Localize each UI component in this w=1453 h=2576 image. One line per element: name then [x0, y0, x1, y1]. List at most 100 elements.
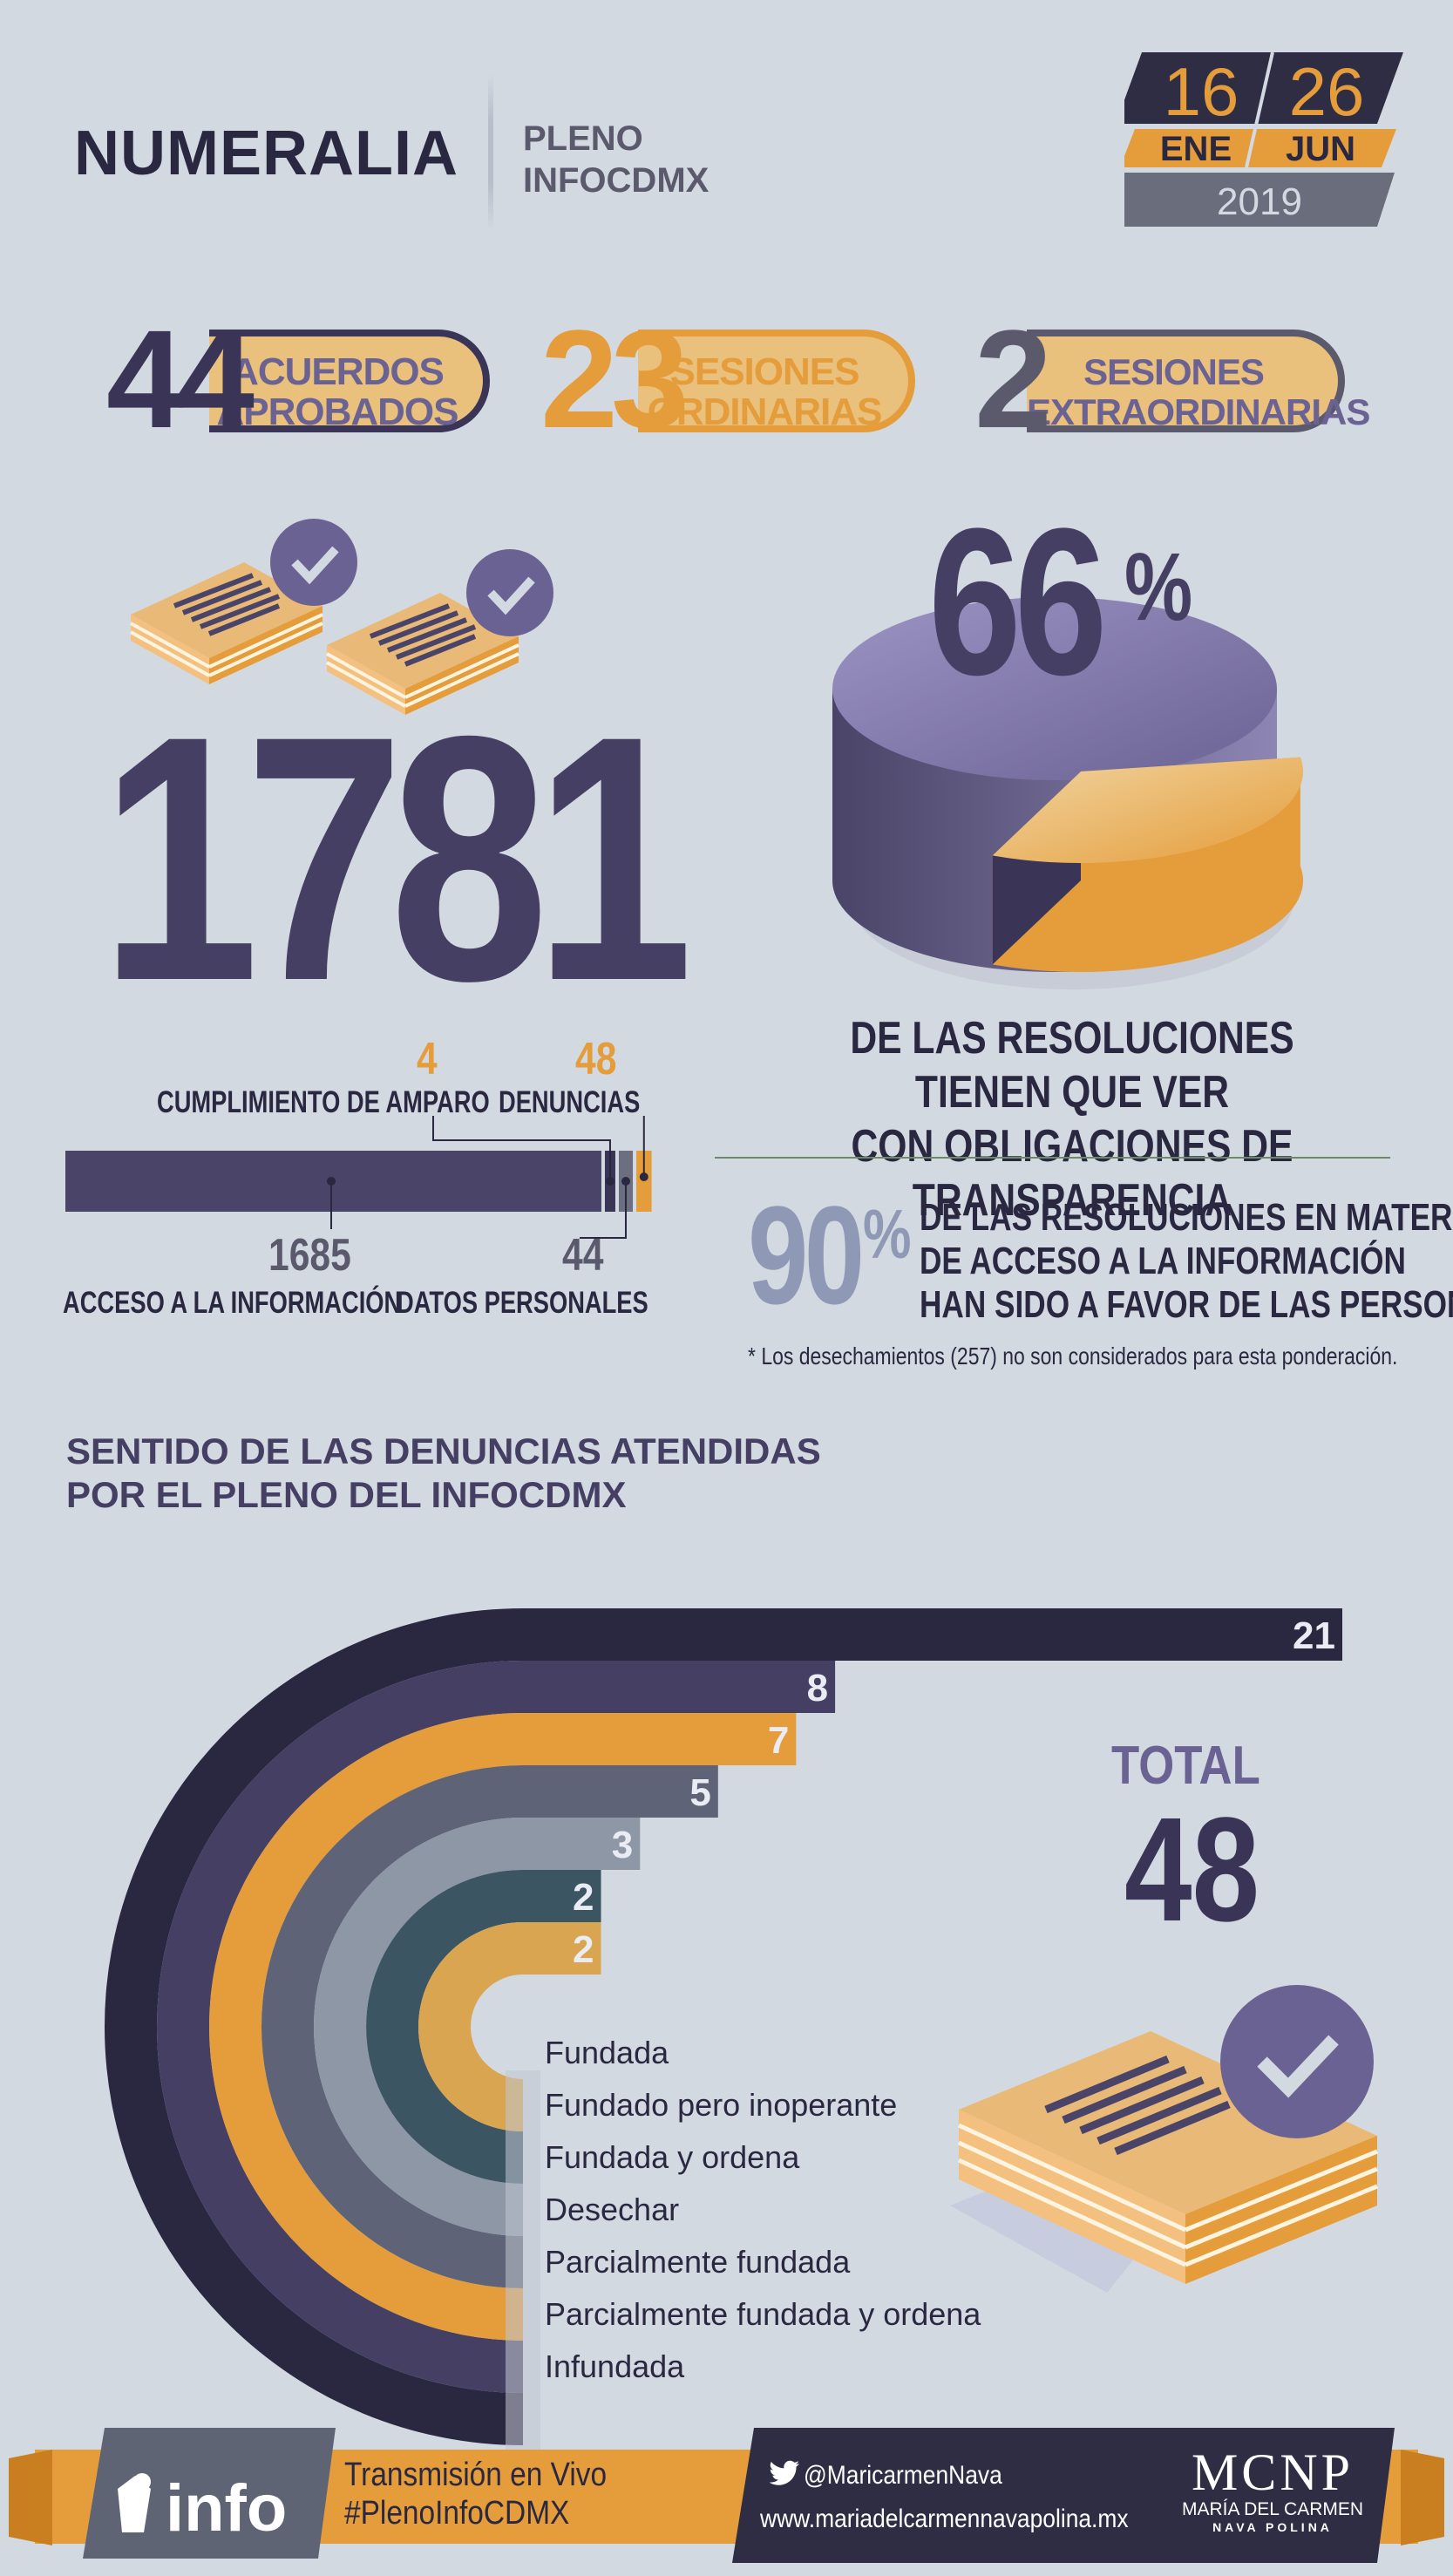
legend-item: Fundada y ordena	[545, 2139, 800, 2175]
leader-dot-1	[639, 1172, 648, 1181]
pie-slice-transparencia-top	[832, 597, 1277, 780]
footer-contact-panel	[732, 2428, 1395, 2563]
bar-5	[522, 1661, 836, 1713]
document-stack-icon	[130, 519, 357, 684]
denuncias-value: 48	[575, 1034, 617, 1084]
arc-series-6: 21	[105, 1608, 1342, 2445]
arc-band-0	[418, 1922, 523, 2131]
resolutions-bar-chart	[65, 1116, 652, 1239]
date-month-start: ENE	[1160, 130, 1232, 168]
resolutions-total: 1781	[100, 663, 693, 1053]
arc-series-2: 3	[314, 1818, 641, 2236]
live-stream-text[interactable]: Transmisión en Vivo #PlenoInfoCDMX	[344, 2457, 608, 2532]
cumplimiento-label: CUMPLIMIENTO DE AMPARO	[157, 1085, 490, 1119]
denuncias-legend: Fundada Fundado pero inoperante Fundada y …	[545, 2027, 981, 2393]
acceso-label: ACCESO A LA INFORMACIÓN	[63, 1286, 402, 1320]
date-month-end: JUN	[1286, 130, 1355, 168]
legend-item: Fundada	[545, 2035, 669, 2070]
mcnp-monogram: MCNP	[1191, 2443, 1355, 2501]
info-logo-text: info	[166, 2471, 287, 2545]
section-divider	[715, 1157, 1390, 1159]
datos-label: DATOS PERSONALES	[397, 1286, 648, 1320]
bar-value-label-0: 2	[573, 1928, 594, 1971]
favor-footnote: * Los desechamientos (257) no son consid…	[748, 1342, 1398, 1370]
leader-cumplimiento	[432, 1116, 611, 1181]
twitter-handle[interactable]: @MaricarmenNava	[804, 2461, 1002, 2490]
stat-value: 2	[974, 301, 1052, 457]
denuncias-label: DENUNCIAS	[499, 1085, 641, 1119]
arc-band-1	[366, 1870, 523, 2184]
cumplimiento-value: 4	[417, 1034, 438, 1084]
favor-percent: 90	[748, 1177, 865, 1333]
twitter-icon[interactable]	[769, 2460, 800, 2486]
arc-band-4	[209, 1713, 523, 2341]
arc-series-5: 8	[157, 1661, 836, 2393]
transparencia-text: DE LAS RESOLUCIONES TIENEN QUE VER CON O…	[850, 1013, 1294, 1226]
subtitle-line1: PLENO	[523, 119, 643, 158]
legend-item: Parcialmente fundada y ordena	[545, 2296, 981, 2332]
datos-value: 44	[562, 1230, 604, 1281]
stat-value: 44	[106, 301, 255, 457]
documents-approved-icon	[130, 519, 553, 715]
arc-band-3	[261, 1765, 523, 2288]
transparencia-pie-chart	[832, 597, 1303, 989]
bar-value-label-4: 7	[768, 1719, 789, 1762]
brand-line1: MARÍA DEL CARMEN	[1181, 2499, 1364, 2519]
leader-lines	[330, 1116, 645, 1239]
transparencia-percent-sign: %	[1124, 534, 1193, 641]
total-value: 48	[1124, 1787, 1260, 1953]
bar-3	[522, 1765, 718, 1818]
arc-band-5	[157, 1661, 523, 2393]
document-stack-icon	[326, 549, 553, 715]
subtitle-line2: INFOCDMX	[523, 161, 710, 200]
arc-band-6	[105, 1608, 523, 2445]
legend-item: Fundado pero inoperante	[545, 2087, 898, 2123]
stat-pill: ACUERDOS APROBADOS	[209, 330, 490, 432]
bar-value-label-5: 8	[807, 1667, 828, 1709]
arc-series-4: 7	[209, 1713, 797, 2341]
arc-series-3: 5	[261, 1765, 718, 2288]
mcnp-logo: MCNP MARÍA DEL CARMEN NAVA POLINA	[1168, 2445, 1377, 2534]
bar-1	[522, 1870, 601, 1922]
footer-ribbon-ends	[9, 2450, 1444, 2545]
date-badge: 16 26 ENE JUN 2019	[1124, 52, 1403, 227]
favor-percent-sign: %	[863, 1195, 912, 1273]
denuncias-section-title: SENTIDO DE LAS DENUNCIAS ATENDIDAS POR E…	[66, 1431, 821, 1515]
page-subtitle: PLENO INFOCDMX	[523, 118, 709, 201]
bar-6	[522, 1608, 1342, 1661]
arc-series-0: 2	[418, 1922, 601, 2131]
stat-label: ACUERDOS APROBADOS	[216, 350, 458, 433]
leader-dot-3	[621, 1177, 630, 1186]
bar-value-label-3: 5	[689, 1771, 710, 1814]
arc-series-1: 2	[366, 1870, 601, 2184]
transparencia-percent: 66	[928, 485, 1108, 718]
leader-dot-2	[327, 1177, 336, 1186]
stat-pill: SESIONES EXTRAORDINARIAS	[1027, 330, 1370, 432]
favor-text: DE LAS RESOLUCIONES EN MATERIA DE ACCESO…	[920, 1196, 1453, 1326]
website-link[interactable]: www.mariadelcarmennavapolina.mx	[760, 2505, 1129, 2533]
leader-datos	[580, 1181, 627, 1239]
bar-value-label-2: 3	[612, 1824, 633, 1866]
stat-label: SESIONES EXTRAORDINARIAS	[1027, 351, 1370, 432]
bar-4	[522, 1713, 797, 1765]
page-title: NUMERALIA	[74, 119, 458, 188]
title-divider	[488, 74, 493, 231]
stat-sesiones-extraordinarias: SESIONES EXTRAORDINARIAS 2	[974, 309, 1370, 449]
legend-item: Desechar	[545, 2192, 680, 2227]
legend-item: Infundada	[545, 2348, 685, 2384]
bar-value-label-1: 2	[573, 1876, 594, 1919]
stat-value: 23	[540, 301, 689, 457]
date-day-start: 16	[1164, 53, 1239, 130]
bar-2	[522, 1818, 641, 1870]
leader-dot-0	[605, 1177, 614, 1186]
bar-0	[522, 1922, 601, 1974]
date-year: 2019	[1217, 180, 1302, 223]
date-day-end: 26	[1289, 53, 1365, 130]
pie-slice-otras-top	[992, 757, 1303, 863]
arc-band-2	[314, 1818, 523, 2236]
total-label: TOTAL	[1111, 1736, 1260, 1796]
info-logo[interactable]: info	[83, 2428, 336, 2559]
stat-acuerdos: ACUERDOS APROBADOS 44	[106, 309, 490, 449]
stat-pill: SESIONES ORDINARIAS	[638, 330, 915, 432]
